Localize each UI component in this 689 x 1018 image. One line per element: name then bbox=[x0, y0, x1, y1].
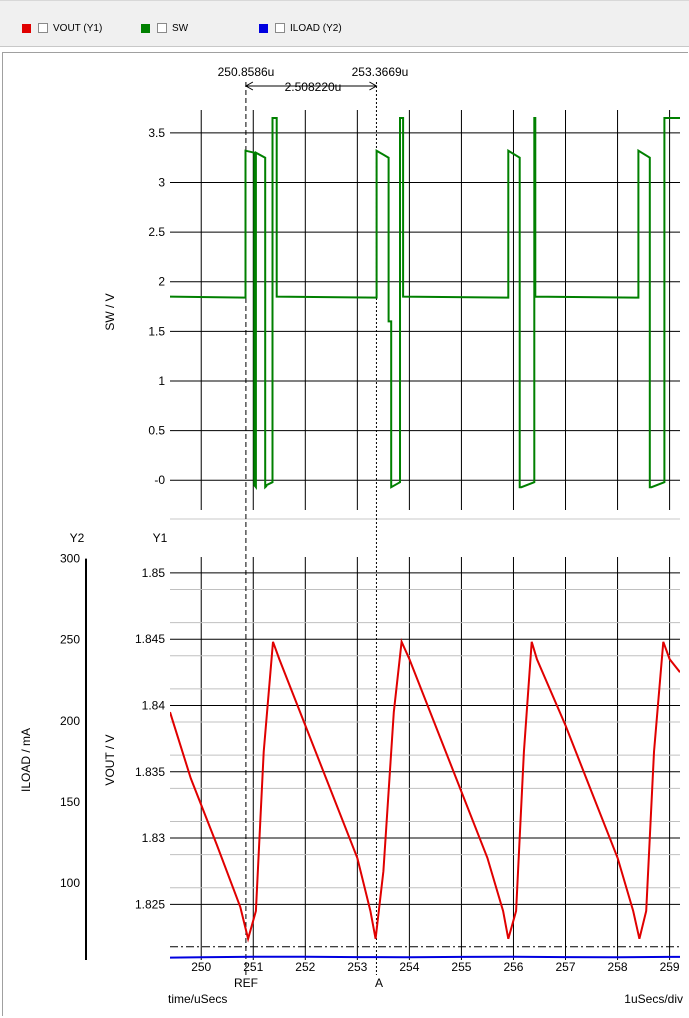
x-tick-label: 258 bbox=[608, 960, 628, 974]
sw-y-tick-label: 0.5 bbox=[148, 424, 165, 438]
vout-y-tick-label: 1.835 bbox=[135, 765, 165, 779]
legend-label-vout: VOUT (Y1) bbox=[53, 22, 103, 34]
legend-label-iload: ILOAD (Y2) bbox=[290, 22, 342, 34]
iload-trace bbox=[170, 955, 680, 959]
sw-trace bbox=[170, 117, 680, 491]
y1-axis-tag: Y1 bbox=[153, 531, 168, 545]
sw-y-tick-label: 2.5 bbox=[148, 225, 165, 239]
x-tick-label: 257 bbox=[555, 960, 575, 974]
legend-item-vout[interactable]: VOUT (Y1) bbox=[22, 21, 102, 35]
x-tick-label: 250 bbox=[191, 960, 211, 974]
vout-trace bbox=[170, 638, 680, 943]
grid bbox=[170, 110, 680, 960]
x-axis-label: time/uSecs bbox=[168, 992, 227, 1006]
cursor-a-value: 253.3669u bbox=[352, 65, 409, 79]
vout-y-tick-label: 1.84 bbox=[142, 698, 166, 712]
iload-color-swatch bbox=[259, 23, 268, 33]
cursor-ref-value: 250.8586u bbox=[218, 65, 275, 79]
plot-frame bbox=[2, 52, 688, 1016]
cursor-delta-value: 2.508220u bbox=[285, 80, 342, 94]
iload-y-tick-label: 300 bbox=[60, 552, 80, 566]
x-tick-label: 255 bbox=[451, 960, 471, 974]
sw-y-tick-label: 1 bbox=[158, 374, 165, 388]
sw-y-tick-label: -0 bbox=[154, 473, 165, 487]
traces bbox=[170, 117, 680, 959]
x-tick-label: 254 bbox=[399, 960, 419, 974]
x-scale-label: 1uSecs/div bbox=[624, 992, 683, 1006]
vout-color-swatch bbox=[22, 23, 31, 33]
iload-y-tick-label: 150 bbox=[60, 795, 80, 809]
y2-axis-tag: Y2 bbox=[70, 531, 85, 545]
vout-y-axis-label: VOUT / V bbox=[103, 734, 117, 785]
x-tick-label: 259 bbox=[660, 960, 680, 974]
x-tick-label: 252 bbox=[295, 960, 315, 974]
x-tick-label: 256 bbox=[503, 960, 523, 974]
x-tick-label: 251 bbox=[243, 960, 263, 974]
axes: 3.5 3 2.5 2 1.5 1 0.5 -0 1.85 1.845 1.84 1.835 1.83 1… bbox=[60, 126, 680, 974]
vout-y-tick-label: 1.845 bbox=[135, 632, 165, 646]
sw-color-swatch bbox=[141, 23, 150, 33]
sw-y-tick-label: 3.5 bbox=[148, 126, 165, 140]
iload-y-axis-label: ILOAD / mA bbox=[19, 728, 33, 792]
sw-visibility-checkbox[interactable] bbox=[157, 23, 167, 33]
cursor-ref-label: REF bbox=[234, 976, 258, 990]
cursor-delta-arrow-right bbox=[369, 81, 378, 91]
legend-bar: VOUT (Y1) SW ILOAD (Y2) bbox=[0, 0, 689, 47]
iload-y-tick-label: 100 bbox=[60, 876, 80, 890]
sw-y-tick-label: 2 bbox=[158, 275, 165, 289]
sw-y-tick-label: 1.5 bbox=[148, 324, 165, 338]
vout-visibility-checkbox[interactable] bbox=[38, 23, 48, 33]
cursor-delta-arrow-left bbox=[244, 81, 254, 91]
cursor-a-label: A bbox=[375, 976, 383, 990]
legend-item-sw[interactable]: SW bbox=[141, 21, 188, 35]
vout-y-tick-label: 1.85 bbox=[142, 566, 166, 580]
iload-y-tick-label: 200 bbox=[60, 714, 80, 728]
x-tick-label: 253 bbox=[347, 960, 367, 974]
vout-y-tick-label: 1.83 bbox=[142, 831, 166, 845]
legend-label-sw: SW bbox=[172, 22, 189, 34]
sw-y-tick-label: 3 bbox=[158, 176, 165, 190]
sw-y-axis-label: SW / V bbox=[103, 293, 117, 330]
iload-y-tick-label: 250 bbox=[60, 633, 80, 647]
vout-y-tick-label: 1.825 bbox=[135, 897, 165, 911]
legend-item-iload[interactable]: ILOAD (Y2) bbox=[259, 21, 342, 35]
iload-visibility-checkbox[interactable] bbox=[275, 23, 285, 33]
